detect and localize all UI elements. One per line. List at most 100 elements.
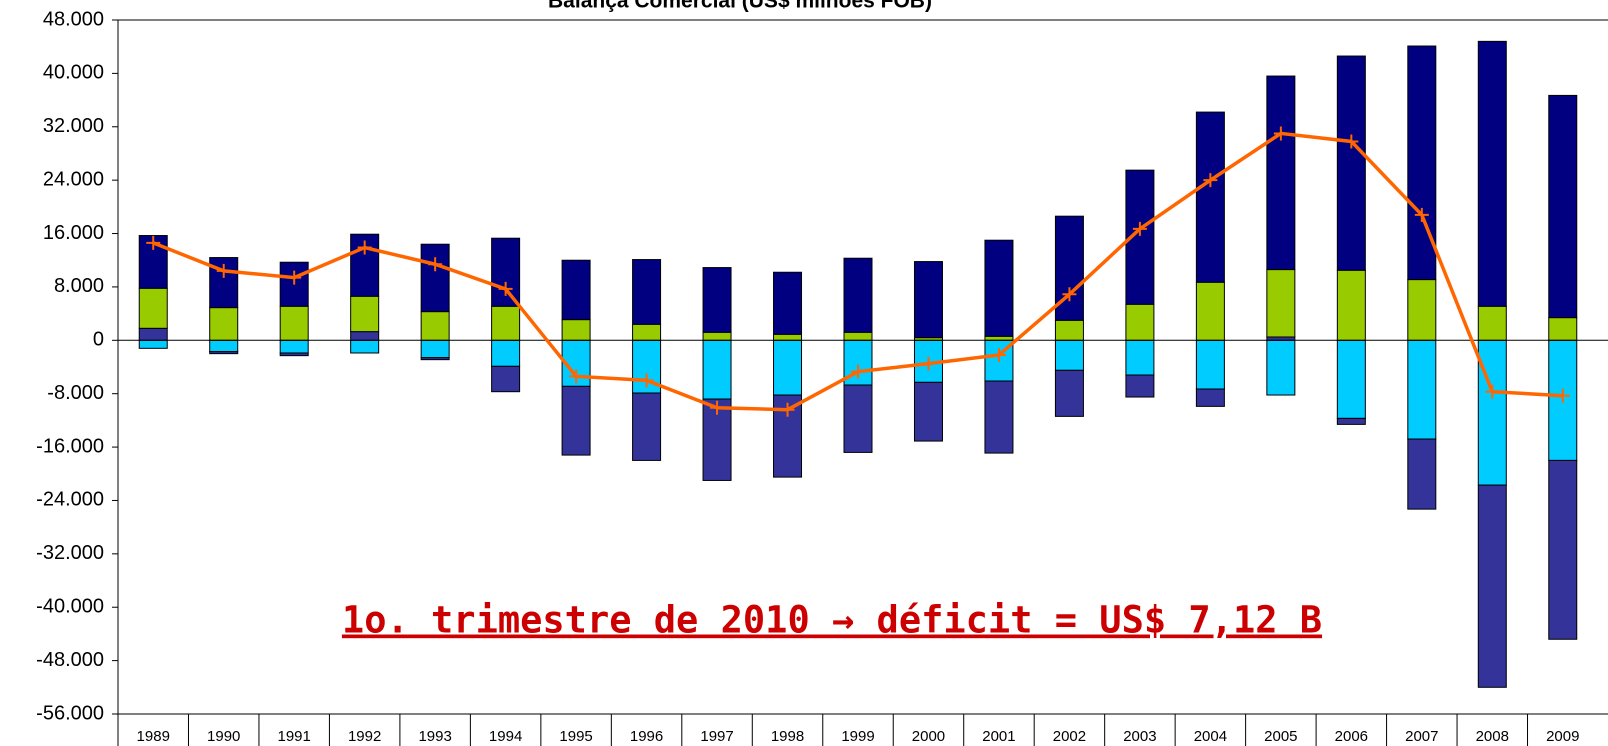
x-tick-label: 1991 — [278, 728, 311, 745]
bar-segment — [1548, 94, 1578, 319]
x-tick-label: 1998 — [771, 728, 804, 745]
line-marker — [639, 373, 654, 388]
x-tick-label: 1989 — [137, 728, 170, 745]
bar-segment — [984, 239, 1014, 337]
bar-segment — [420, 243, 450, 313]
bar-segment — [1195, 281, 1225, 341]
line-marker — [1203, 173, 1218, 188]
bar-segment — [702, 267, 732, 333]
y-tick-label: 0 — [93, 329, 104, 351]
bar-segment — [773, 339, 803, 396]
bar-segment — [1054, 319, 1084, 341]
bar-segment — [561, 259, 591, 321]
line-marker — [287, 270, 302, 285]
bar-segment — [1477, 305, 1507, 341]
x-tick-label: 2000 — [912, 728, 945, 745]
bar-segment — [913, 381, 943, 442]
bar-segment — [1195, 339, 1225, 390]
bar-segment — [1477, 40, 1507, 307]
bar-segment — [1266, 336, 1296, 341]
line-marker — [1485, 384, 1500, 399]
line-marker — [146, 235, 161, 250]
bar-segment — [1407, 438, 1437, 510]
bar-segment — [913, 261, 943, 339]
bar-segment — [1548, 317, 1578, 341]
bar-segment — [843, 331, 873, 341]
bar-segment — [491, 305, 521, 341]
x-tick-label: 2001 — [982, 728, 1015, 745]
bar-segment — [138, 287, 168, 329]
bar-segment — [1336, 55, 1366, 271]
y-tick-label: 32.000 — [43, 115, 104, 137]
line-marker — [1062, 287, 1077, 302]
x-tick-label: 2008 — [1476, 728, 1509, 745]
bar-segment — [561, 319, 591, 341]
bar-segment — [420, 357, 450, 361]
line-marker — [851, 364, 865, 379]
bar-segment — [491, 237, 521, 307]
bar-segment — [843, 384, 873, 453]
bar-segment — [632, 259, 662, 325]
line-marker — [710, 400, 725, 415]
annotation: 1o. trimestre de 2010 → déficit = US$ 7,… — [342, 599, 1322, 642]
bar-segment — [1407, 339, 1437, 440]
bar-segment — [138, 327, 168, 341]
bar-segment — [1054, 369, 1084, 417]
x-tick-label: 2003 — [1123, 728, 1156, 745]
line-marker — [216, 263, 231, 278]
y-tick-label: -56.000 — [36, 702, 104, 724]
bar-segment — [420, 311, 450, 341]
plot-area — [117, 19, 1608, 715]
x-tick-label: 2004 — [1194, 728, 1227, 745]
bar-segment — [350, 339, 380, 354]
bar-segment — [350, 331, 380, 341]
x-tick-label: 1999 — [841, 728, 874, 745]
bar-segment — [1054, 339, 1084, 371]
y-tick-label: -48.000 — [36, 649, 104, 671]
y-tick-label: 24.000 — [43, 168, 104, 190]
y-tick-label: -16.000 — [36, 435, 104, 457]
x-tick-label: 2005 — [1264, 728, 1297, 745]
bar-segment — [279, 352, 309, 357]
line-marker — [1273, 126, 1288, 141]
line-marker — [1555, 388, 1570, 403]
line-marker — [921, 356, 936, 371]
x-tick-label: 2002 — [1053, 728, 1086, 745]
bar-segment — [209, 351, 239, 355]
bar-segment — [1125, 339, 1155, 376]
bar-segment — [632, 392, 662, 461]
bar-segment — [632, 323, 662, 341]
bar-segment — [209, 307, 239, 341]
line-marker — [1132, 221, 1147, 236]
chart-title: Balança Comercial (US$ milhões FOB) — [548, 0, 932, 13]
x-tick-label: 1996 — [630, 728, 663, 745]
bar-segment — [984, 335, 1014, 341]
bar-segment — [491, 365, 521, 393]
bar-segment — [279, 305, 309, 341]
bar-segment — [1336, 339, 1366, 419]
bar-segment — [702, 331, 732, 341]
bar-segment — [773, 333, 803, 341]
x-tick-label: 2007 — [1405, 728, 1438, 745]
line-marker — [498, 281, 513, 296]
x-tick-label: 2006 — [1335, 728, 1368, 745]
bar-segment — [420, 339, 450, 359]
bar-segment — [1477, 339, 1507, 486]
bar-segment — [773, 271, 803, 335]
bar-segment — [491, 339, 521, 367]
bar-segment — [984, 380, 1014, 454]
bar-segment — [1195, 388, 1225, 407]
line-marker — [991, 347, 1006, 362]
x-tick-label: 1994 — [489, 728, 522, 745]
x-tick-label: 2009 — [1546, 728, 1579, 745]
x-tick-label: 1993 — [418, 728, 451, 745]
y-tick-label: -24.000 — [36, 489, 104, 511]
bar-segment — [138, 339, 168, 349]
bar-segment — [1407, 279, 1437, 341]
y-tick-label: 8.000 — [54, 275, 104, 297]
x-tick-label: 1995 — [559, 728, 592, 745]
line-marker — [569, 369, 584, 384]
x-tick-label: 1997 — [700, 728, 733, 745]
